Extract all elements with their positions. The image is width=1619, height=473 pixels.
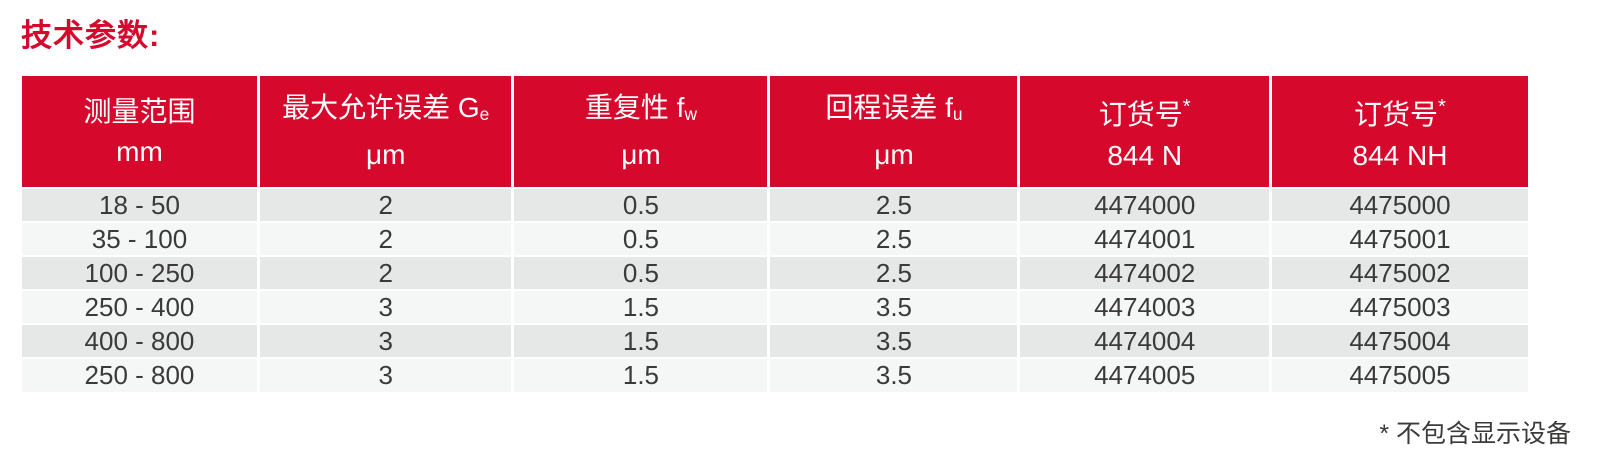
table-cell: 4475001 (1270, 221, 1528, 256)
table-cell: 4474005 (1018, 357, 1272, 392)
table-cell: 2.5 (768, 187, 1021, 222)
column-header-2: 重复性 fw μm (512, 76, 771, 188)
table-cell: 2 (258, 221, 515, 256)
table-cell: 4475004 (1270, 323, 1528, 358)
column-header-4: 订货号* 844 N (1018, 76, 1272, 188)
table-cell: 4474001 (1018, 221, 1272, 256)
table-cell: 100 - 250 (22, 255, 260, 290)
table-cell: 4474002 (1018, 255, 1272, 290)
table-cell: 0.5 (512, 221, 771, 256)
page-title: 技术参数: (21, 18, 161, 53)
table-row: 35 - 100 2 0.5 2.5 4474001 4475001 (22, 221, 1528, 256)
table-row: 400 - 800 3 1.5 3.5 4474004 4475004 (22, 323, 1528, 358)
table-cell: 4474000 (1018, 187, 1272, 222)
table-cell: 4475003 (1270, 289, 1528, 324)
column-header-1: 最大允许误差 Ge μm (258, 76, 515, 188)
table-row: 100 - 250 2 0.5 2.5 4474002 4475002 (22, 255, 1528, 290)
table-cell: 3 (258, 323, 515, 358)
column-header-0: 测量范围 mm (22, 76, 260, 188)
footnote: * 不包含显示设备 (1379, 420, 1571, 448)
table-cell: 2.5 (768, 255, 1021, 290)
header-asterisk: * (1438, 96, 1446, 119)
table-header-row: 测量范围 mm 最大允许误差 Ge μm 重复性 fw μm 回程误差 fu μm 订货号* 84… (22, 76, 1528, 188)
table-cell: 3.5 (768, 289, 1021, 324)
table-cell: 250 - 400 (22, 289, 260, 324)
table-cell: 4475000 (1270, 187, 1528, 222)
column-header-5: 订货号* 844 NH (1270, 76, 1528, 188)
table-cell: 1.5 (512, 289, 771, 324)
header-subscript: e (479, 104, 490, 125)
table-cell: 3 (258, 289, 515, 324)
table-cell: 2 (258, 187, 515, 222)
table-cell: 400 - 800 (22, 323, 260, 358)
table-cell: 0.5 (512, 187, 771, 222)
table-row: 18 - 50 2 0.5 2.5 4474000 4475000 (22, 187, 1528, 222)
table-cell: 3.5 (768, 323, 1021, 358)
table-cell: 4475002 (1270, 255, 1528, 290)
table-cell: 2.5 (768, 221, 1021, 256)
table-row: 250 - 400 3 1.5 3.5 4474003 4475003 (22, 289, 1528, 324)
table-row: 250 - 800 3 1.5 3.5 4474005 4475005 (22, 357, 1528, 392)
table-cell: 35 - 100 (22, 221, 260, 256)
table-cell: 3 (258, 357, 515, 392)
table-cell: 4475005 (1270, 357, 1528, 392)
table-cell: 0.5 (512, 255, 771, 290)
header-asterisk: * (1182, 96, 1191, 119)
table-body: 18 - 50 2 0.5 2.5 4474000 4475000 35 - 100 2 0.5… (22, 187, 1528, 392)
column-header-3: 回程误差 fu μm (768, 76, 1021, 188)
table-cell: 2 (258, 255, 515, 290)
header-subscript: u (952, 104, 963, 125)
table-cell: 4474004 (1018, 323, 1272, 358)
table-cell: 4474003 (1018, 289, 1272, 324)
technical-parameters-table: 测量范围 mm 最大允许误差 Ge μm 重复性 fw μm 回程误差 fu μm 订货号* 84… (22, 76, 1528, 392)
table-cell: 3.5 (768, 357, 1021, 392)
table-cell: 250 - 800 (22, 357, 260, 392)
table-cell: 18 - 50 (22, 187, 260, 222)
table-cell: 1.5 (512, 323, 771, 358)
table-cell: 1.5 (512, 357, 771, 392)
header-subscript: w (684, 104, 697, 125)
